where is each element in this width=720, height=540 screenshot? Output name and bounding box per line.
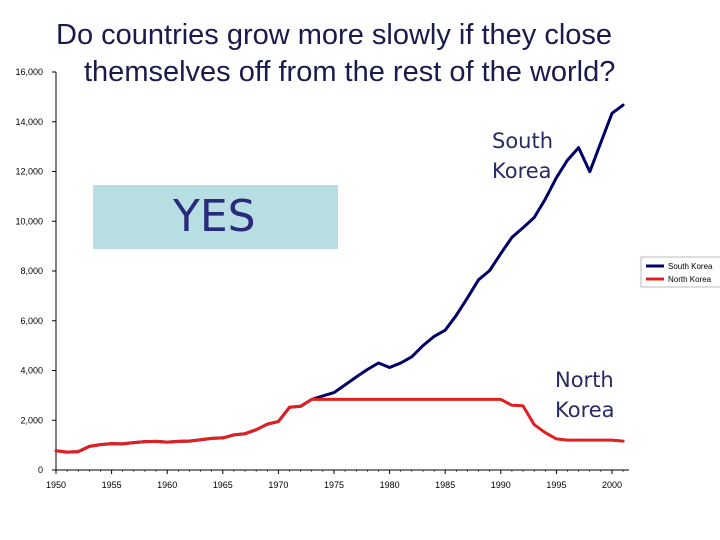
y-tick-label: 10,000 — [15, 216, 43, 226]
x-tick-label: 1965 — [213, 480, 233, 490]
x-tick-label: 2000 — [602, 480, 622, 490]
chart-legend: South Korea North Korea — [640, 256, 720, 288]
x-axis-ticks: 1950 1955 1960 1965 1970 1975 1980 1985 1990 1995… — [46, 470, 624, 490]
y-tick-label: 0 — [38, 465, 43, 475]
y-tick-label: 12,000 — [15, 167, 43, 177]
y-tick-label: 2,000 — [20, 415, 43, 425]
north-korea-annotation: North Korea — [555, 365, 615, 425]
x-tick-label: 1980 — [380, 480, 400, 490]
y-tick-label: 6,000 — [20, 316, 43, 326]
x-tick-label: 1985 — [435, 480, 455, 490]
legend-frame — [640, 256, 720, 288]
y-tick-label: 8,000 — [20, 266, 43, 276]
x-tick-label: 1960 — [157, 480, 177, 490]
yes-callout-box: YES — [93, 185, 338, 249]
x-tick-label: 1995 — [546, 480, 566, 490]
y-tick-label: 16,000 — [15, 67, 43, 77]
legend-label-south-korea: South Korea — [668, 262, 713, 271]
x-tick-label: 1955 — [102, 480, 122, 490]
north-korea-annotation-line-1: North — [555, 368, 614, 392]
x-tick-label: 1970 — [268, 480, 288, 490]
yes-callout-text: YES — [173, 191, 256, 242]
x-tick-label: 1975 — [324, 480, 344, 490]
legend-label-north-korea: North Korea — [668, 275, 712, 284]
series-lines — [54, 103, 625, 454]
south-korea-annotation-line-2: Korea — [492, 159, 552, 183]
y-tick-label: 4,000 — [20, 366, 43, 376]
y-tick-label: 14,000 — [15, 117, 43, 127]
north-korea-annotation-line-2: Korea — [555, 398, 615, 422]
x-tick-label: 1950 — [46, 480, 66, 490]
chart-title-line-2: themselves off from the rest of the worl… — [84, 56, 616, 88]
chart-title-line-1: Do countries grow more slowly if they cl… — [56, 19, 613, 51]
south-korea-annotation: South Korea — [492, 126, 553, 186]
series-line-north-korea — [54, 397, 625, 454]
y-axis-ticks: 0 2,000 4,000 6,000 8,000 10,000 12,000 14,000 1… — [15, 67, 56, 475]
south-korea-annotation-line-1: South — [492, 129, 554, 153]
x-tick-label: 1990 — [491, 480, 511, 490]
